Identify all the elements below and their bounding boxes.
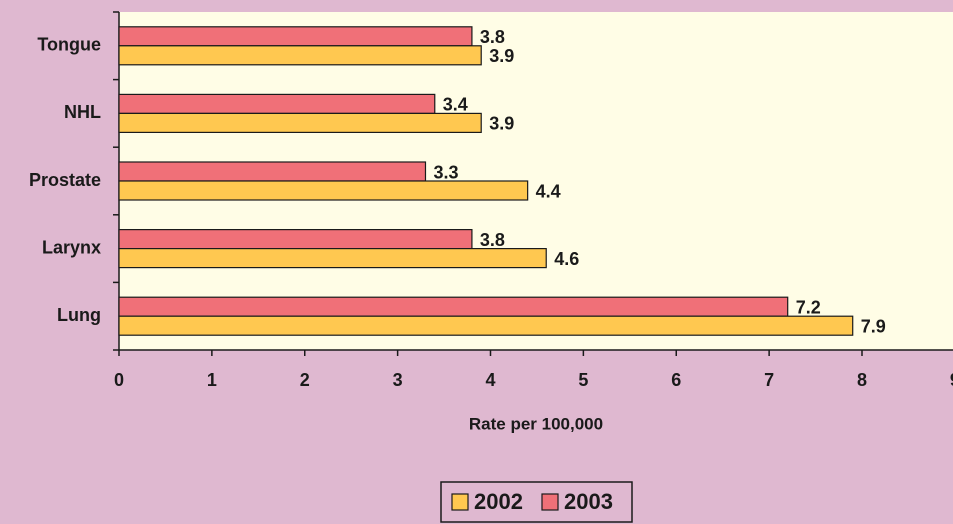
x-tick-label: 3	[393, 370, 403, 390]
y-tick-label: Larynx	[42, 237, 101, 257]
y-tick-label: NHL	[64, 102, 101, 122]
legend-box	[440, 481, 633, 523]
bar	[118, 112, 482, 134]
x-tick-label: 1	[207, 370, 217, 390]
bar-value-label: 4.4	[536, 181, 561, 201]
x-tick-label: 7	[764, 370, 774, 390]
bar-value-label: 7.9	[861, 316, 886, 336]
bar-value-label: 3.8	[480, 27, 505, 47]
bar-value-label: 7.2	[796, 297, 821, 317]
bar	[118, 248, 547, 269]
bar	[118, 161, 427, 182]
bar	[118, 45, 482, 66]
bar-value-label: 3.8	[480, 230, 505, 250]
legend-label: 2003	[564, 489, 613, 514]
x-tick-label: 4	[485, 370, 495, 390]
bar-value-label: 4.6	[554, 249, 579, 269]
legend-swatch	[451, 493, 469, 511]
bar	[118, 93, 436, 115]
x-tick-label: 0	[114, 370, 124, 390]
legend-label: 2002	[474, 489, 523, 514]
x-tick-label: 6	[671, 370, 681, 390]
bar	[118, 315, 854, 336]
bar-value-label: 3.4	[443, 95, 468, 115]
x-tick-label: 2	[300, 370, 310, 390]
x-tick-label: 5	[578, 370, 588, 390]
bar	[118, 229, 473, 250]
x-axis-label: Rate per 100,000	[469, 414, 603, 433]
x-tick-label: 8	[857, 370, 867, 390]
bar	[118, 296, 789, 317]
y-tick-label: Tongue	[37, 35, 101, 55]
bar-value-label: 3.9	[489, 46, 514, 66]
bar-value-label: 3.3	[433, 162, 458, 182]
bar	[118, 26, 473, 47]
x-tick-label: 9	[950, 370, 953, 390]
bar-value-label: 3.9	[489, 114, 514, 134]
y-tick-label: Prostate	[29, 170, 101, 190]
legend-swatch	[541, 493, 559, 511]
bar	[118, 180, 529, 201]
y-tick-label: Lung	[57, 305, 101, 325]
